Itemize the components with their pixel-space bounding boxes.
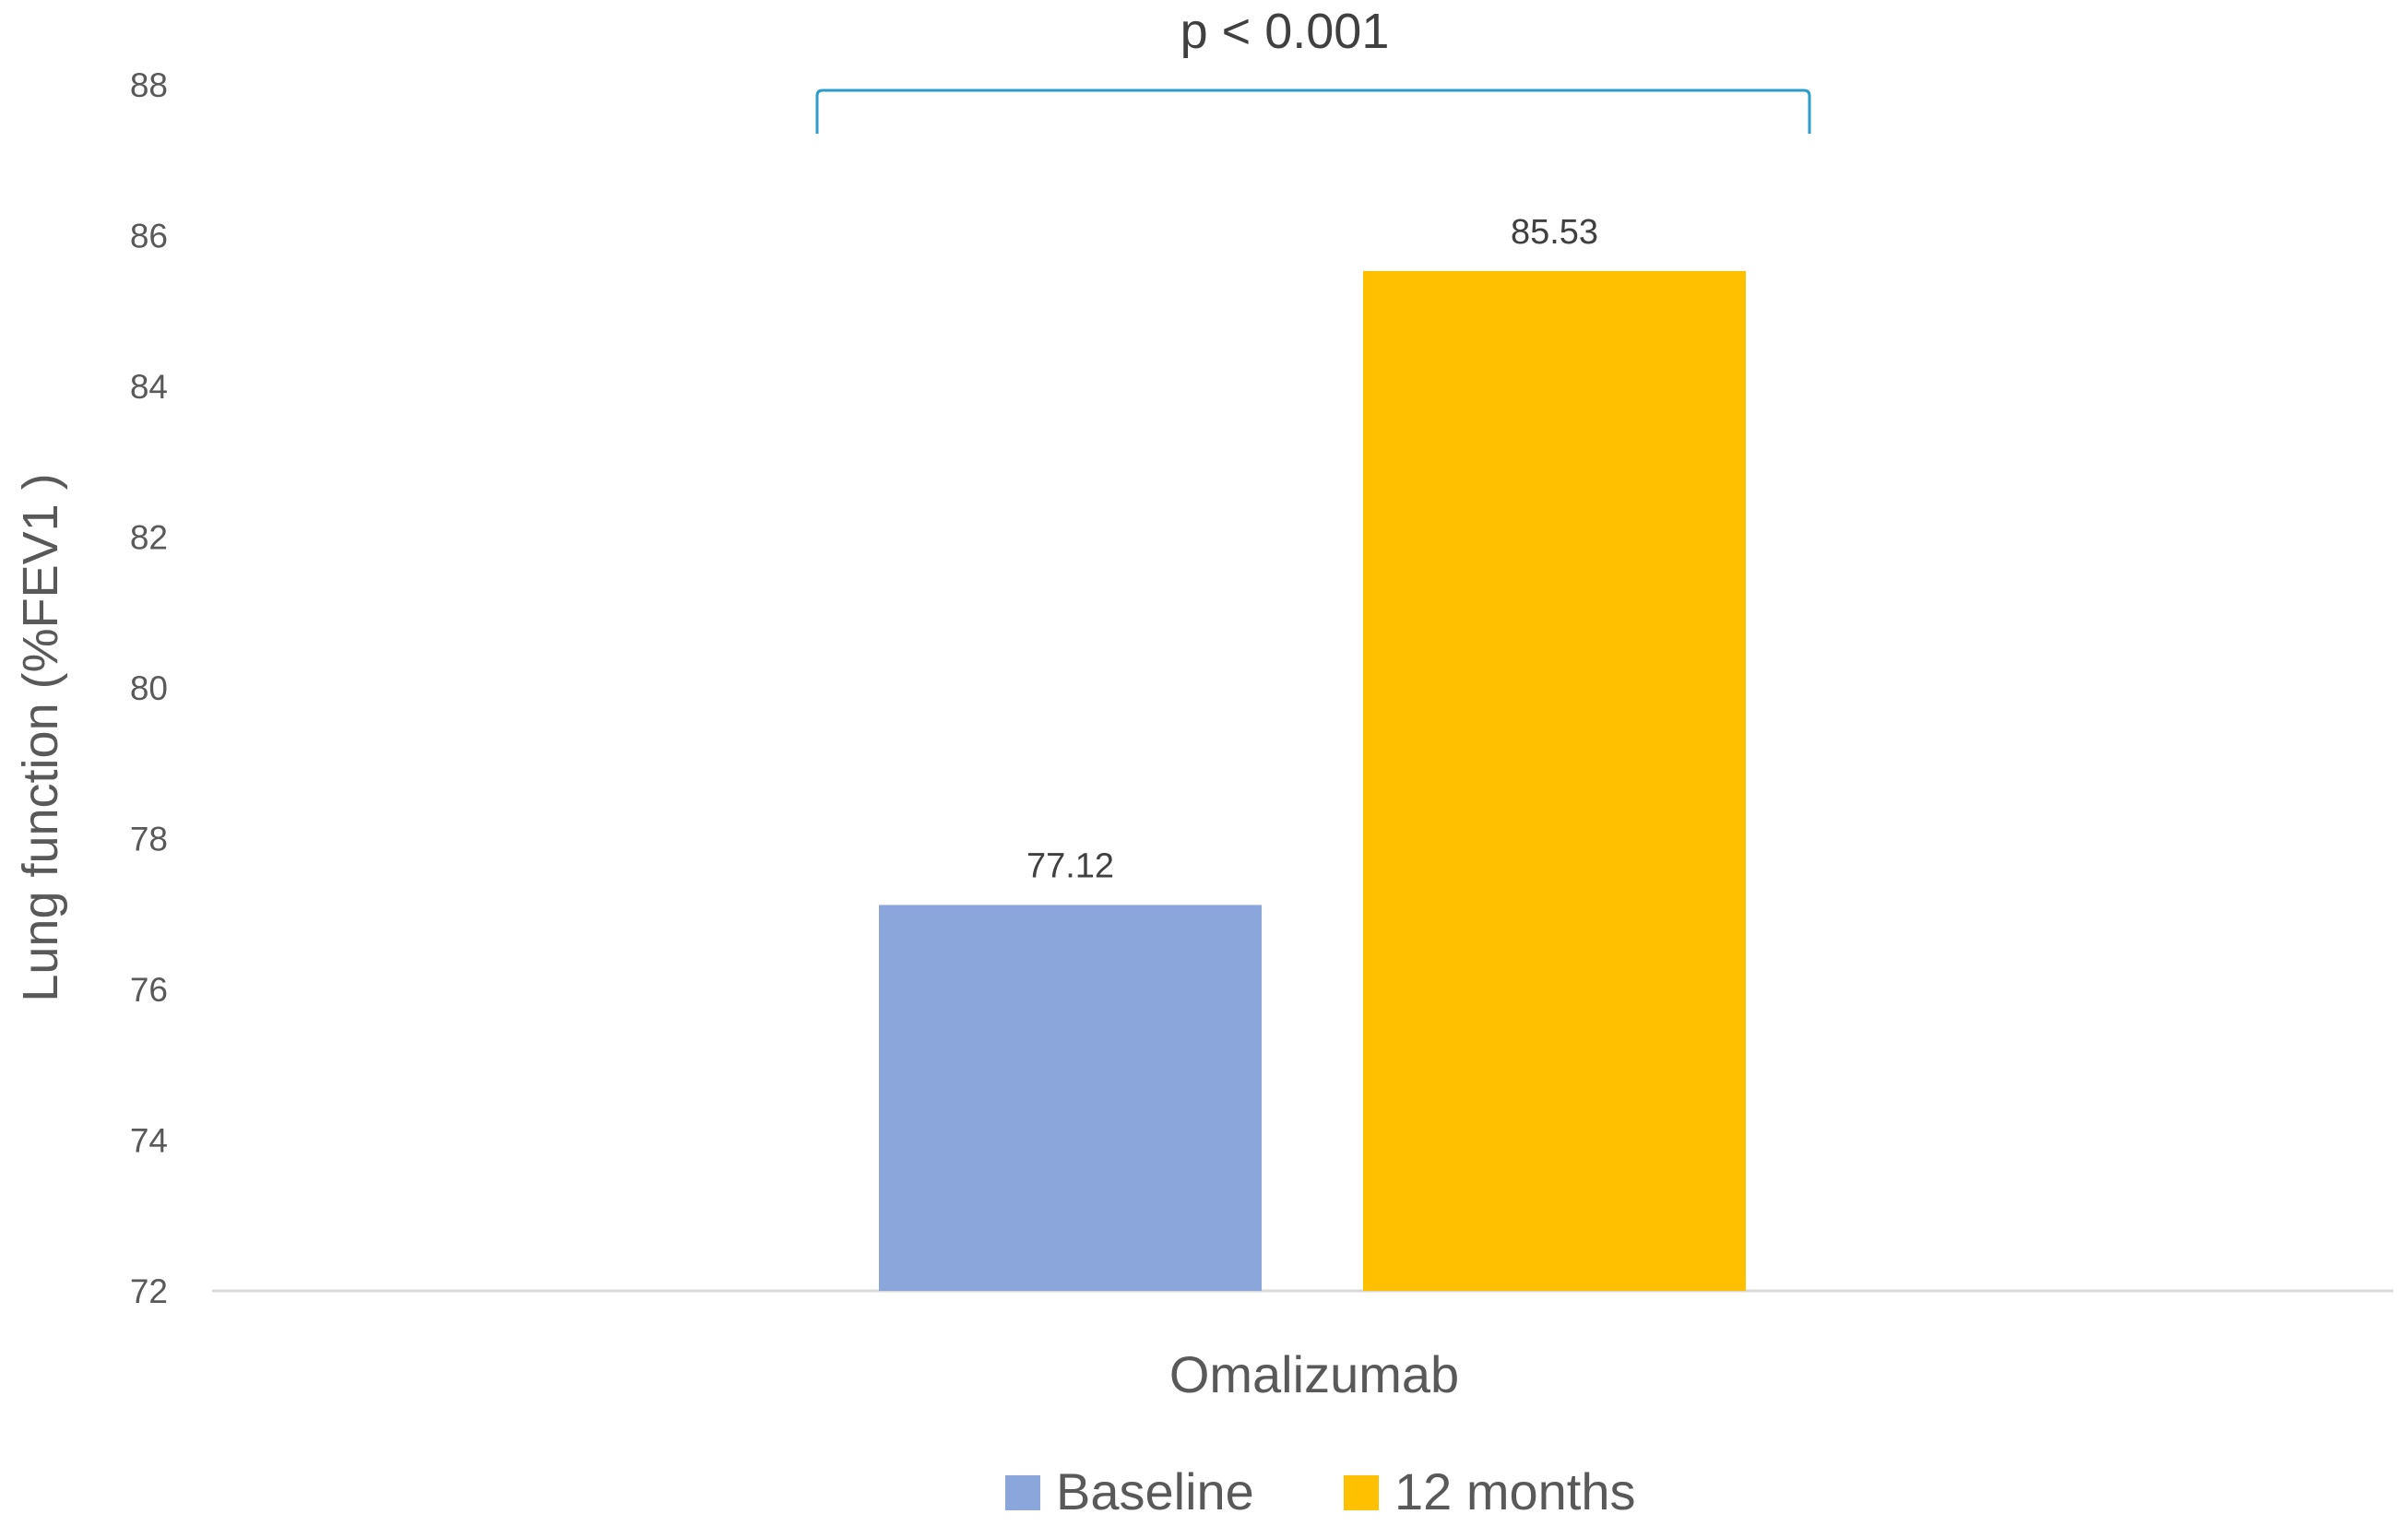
y-tick-label: 78 bbox=[130, 821, 168, 858]
y-tick-label: 86 bbox=[130, 218, 168, 255]
legend: Baseline 12 months bbox=[1005, 1462, 1636, 1520]
legend-swatch-baseline bbox=[1005, 1475, 1040, 1510]
legend-label-12-months: 12 months bbox=[1394, 1462, 1636, 1520]
y-tick-label: 80 bbox=[130, 669, 168, 707]
y-axis-title: Lung function (%FEV1 ) bbox=[13, 473, 68, 1001]
data-labels-group: 77.12 85.53 bbox=[1026, 213, 1598, 886]
y-tick-label: 76 bbox=[130, 971, 168, 1009]
category-label: Omalizumab bbox=[1169, 1345, 1459, 1403]
significance-label: p < 0.001 bbox=[1180, 4, 1390, 59]
y-tick-label: 74 bbox=[130, 1122, 168, 1160]
y-tick-label: 82 bbox=[130, 519, 168, 557]
significance-bracket bbox=[815, 89, 1811, 134]
legend-label-baseline: Baseline bbox=[1056, 1462, 1254, 1520]
bar-12-months bbox=[1363, 270, 1746, 1291]
y-tick-label: 72 bbox=[130, 1272, 168, 1310]
data-label-baseline: 77.12 bbox=[1026, 846, 1114, 885]
data-label-12-months: 85.53 bbox=[1511, 213, 1598, 252]
bars-group bbox=[879, 270, 1746, 1291]
y-tick-label: 88 bbox=[130, 66, 168, 104]
y-axis-ticks: 72 74 76 78 80 82 84 86 88 bbox=[130, 66, 168, 1310]
legend-swatch-12-months bbox=[1344, 1475, 1379, 1510]
bar-baseline bbox=[879, 905, 1262, 1291]
y-tick-label: 84 bbox=[130, 368, 168, 406]
